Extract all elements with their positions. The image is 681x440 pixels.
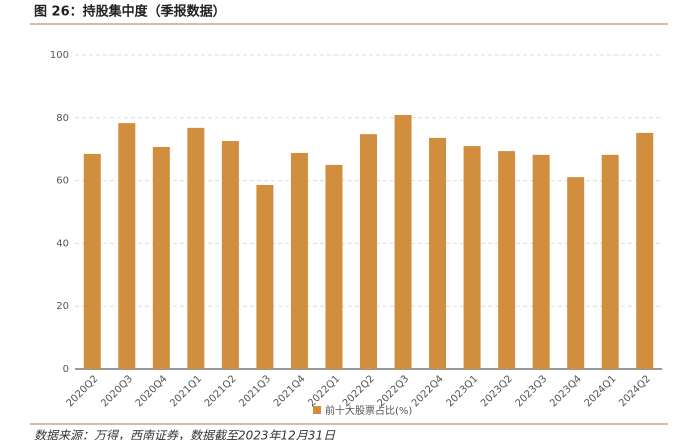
bar (532, 154, 550, 369)
bar (636, 132, 654, 369)
x-tick-label: 2020Q4 (134, 373, 170, 409)
bar (290, 152, 308, 369)
legend-label: 前十大股票占比(%) (325, 404, 412, 417)
bar (360, 134, 377, 369)
bar (601, 154, 619, 369)
x-tick-label: 2022Q4 (410, 373, 446, 409)
y-tick-label: 80 (56, 113, 69, 124)
bar (463, 146, 481, 369)
x-tick-label: 2022Q3 (375, 373, 411, 409)
x-tick-label: 2021Q4 (272, 373, 308, 409)
bar (221, 141, 239, 369)
bar (429, 137, 447, 369)
x-tick-label: 2024Q1 (583, 373, 619, 409)
legend-swatch (313, 406, 321, 414)
bar (152, 147, 170, 369)
x-tick-label: 2021Q1 (168, 373, 204, 409)
x-tick-label: 2024Q2 (617, 373, 653, 409)
x-tick-label: 2023Q1 (444, 373, 480, 409)
bar (187, 127, 205, 370)
bar (83, 153, 101, 369)
bar (498, 151, 516, 369)
x-tick-label: 2021Q2 (203, 373, 239, 409)
x-tick-label: 2023Q2 (479, 373, 515, 409)
source: 数据来源：万得，西南证券，数据截至2023年12月31日 (34, 429, 336, 440)
bar (325, 164, 343, 369)
y-tick-label: 60 (56, 176, 69, 187)
y-tick-label: 20 (56, 301, 69, 312)
bar (567, 177, 585, 369)
y-tick-label: 0 (63, 364, 69, 375)
x-tick-label: 2023Q4 (548, 373, 584, 409)
x-tick-label: 2022Q1 (306, 373, 342, 409)
y-tick-label: 40 (56, 238, 69, 249)
bar (256, 184, 274, 369)
chart-title: 图 26：持股集中度（季报数据） (34, 4, 226, 20)
x-tick-label: 2023Q3 (514, 373, 550, 409)
bar (394, 114, 412, 369)
x-tick-label: 2022Q2 (341, 373, 377, 409)
x-tick-label: 2020Q3 (99, 373, 135, 409)
x-tick-label: 2020Q2 (65, 373, 101, 409)
bar (118, 123, 136, 369)
x-tick-label: 2021Q3 (237, 373, 273, 409)
y-tick-label: 100 (50, 50, 69, 61)
